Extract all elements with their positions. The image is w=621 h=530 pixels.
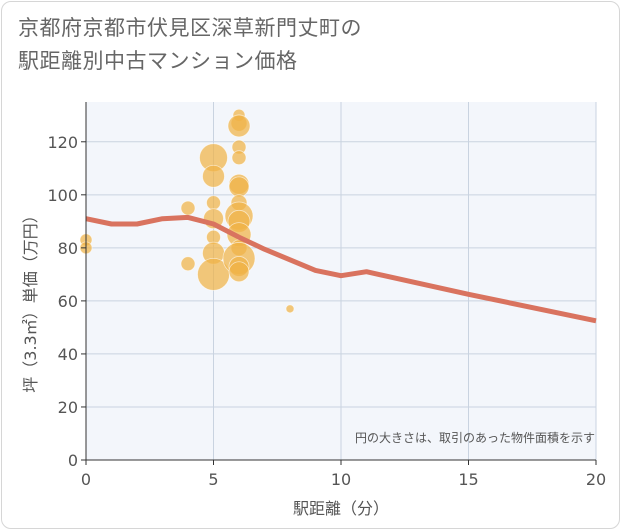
- data-bubble: [227, 114, 251, 138]
- data-bubble: [180, 200, 196, 216]
- trend-series: [85, 214, 597, 324]
- x-tick-label: 15: [458, 470, 478, 489]
- chart-title-line2: 駅距離別中古マンション価格: [18, 49, 298, 73]
- x-tick-label: 0: [81, 470, 91, 489]
- chart-title-line1: 京都府京都市伏見区深草新門丈町の: [18, 16, 362, 40]
- grid: [86, 102, 597, 460]
- data-bubble: [180, 256, 196, 272]
- chart-title: 京都府京都市伏見区深草新門丈町の 駅距離別中古マンション価格: [18, 12, 578, 78]
- y-tick-label: 60: [58, 292, 78, 311]
- y-tick-label: 40: [58, 345, 78, 364]
- data-bubble: [231, 150, 247, 166]
- y-tick-label: 80: [58, 239, 78, 258]
- x-tick-label: 10: [331, 470, 351, 489]
- y-axis-label: 坪（3.3㎡）単価（万円）: [21, 207, 40, 392]
- data-bubble: [228, 176, 250, 198]
- x-tick-label: 20: [586, 470, 606, 489]
- ticks: 0 20 40 60 80 100 120 0 5 10 15 20: [47, 133, 606, 489]
- x-tick-label: 5: [208, 470, 218, 489]
- trend-line: [85, 214, 597, 324]
- x-axis-label: 駅距離（分）: [293, 499, 389, 518]
- data-bubble: [206, 195, 221, 211]
- y-tick-label: 120: [47, 133, 78, 152]
- data-bubble: [202, 164, 225, 188]
- data-bubble: [285, 304, 295, 314]
- y-tick-label: 20: [58, 398, 78, 417]
- bubble-size-note: 円の大きさは、取引のあった物件面積を示す: [355, 430, 595, 445]
- bubble-series: [79, 108, 295, 314]
- y-tick-label: 100: [47, 186, 78, 205]
- data-bubble: [228, 261, 250, 283]
- y-tick-label: 0: [68, 451, 78, 470]
